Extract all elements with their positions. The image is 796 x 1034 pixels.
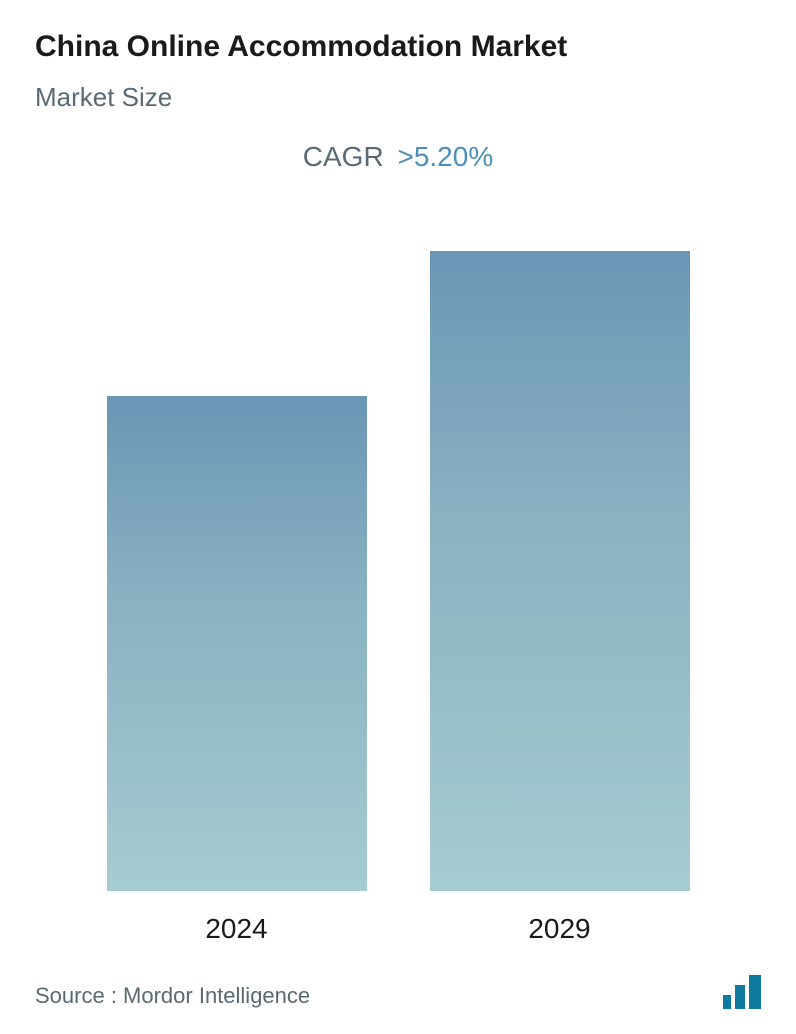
footer: Source : Mordor Intelligence — [35, 955, 761, 1014]
logo-bar-2 — [735, 985, 745, 1009]
bar-2024 — [107, 396, 367, 891]
cagr-row: CAGR >5.20% — [35, 141, 761, 173]
logo-bar-3 — [749, 975, 761, 1009]
chart-container: China Online Accommodation Market Market… — [0, 0, 796, 1034]
bar-label-2029: 2029 — [528, 913, 590, 945]
bar-column-2029: 2029 — [430, 251, 690, 945]
mordor-logo-icon — [723, 975, 761, 1009]
chart-subtitle: Market Size — [35, 82, 761, 113]
bar-column-2024: 2024 — [107, 396, 367, 945]
bar-2029 — [430, 251, 690, 891]
cagr-value: >5.20% — [397, 141, 493, 172]
cagr-label: CAGR — [303, 141, 384, 172]
source-text: Source : Mordor Intelligence — [35, 983, 310, 1009]
bar-label-2024: 2024 — [205, 913, 267, 945]
chart-title: China Online Accommodation Market — [35, 30, 761, 64]
chart-area: 2024 2029 — [35, 223, 761, 955]
logo-bar-1 — [723, 995, 731, 1009]
